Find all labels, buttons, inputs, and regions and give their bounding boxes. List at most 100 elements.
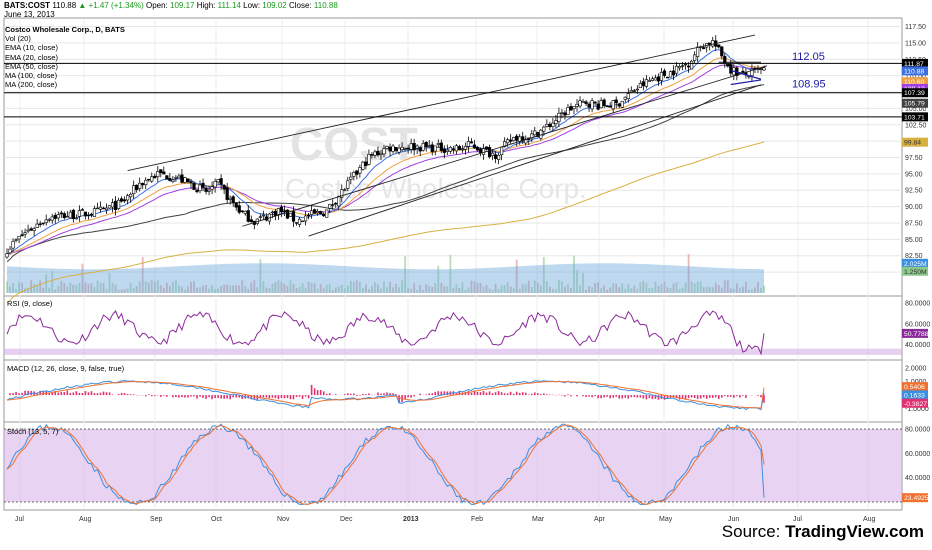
macd-hist-bar bbox=[132, 394, 135, 396]
macd-hist-bar bbox=[723, 395, 726, 397]
candle-body bbox=[439, 142, 443, 151]
stoch-axis-tick: 80.0000 bbox=[905, 427, 930, 434]
candle-body bbox=[472, 144, 477, 149]
volume-bar bbox=[33, 283, 36, 294]
volume-bar bbox=[558, 280, 560, 294]
macd-hist-bar bbox=[57, 392, 60, 396]
indicator-ema50[interactable]: EMA (50, close) bbox=[5, 61, 58, 71]
macd-hist-bar bbox=[117, 393, 120, 396]
close-value: 110.88 bbox=[313, 1, 338, 10]
candle-body bbox=[506, 139, 510, 144]
volume-bar bbox=[99, 282, 102, 294]
candle-body bbox=[249, 219, 253, 222]
x-axis-tick: Sep bbox=[150, 516, 163, 523]
source-credit[interactable]: Source: TradingView.com bbox=[722, 522, 924, 542]
macd-hist-bar bbox=[533, 392, 536, 396]
candle-body bbox=[424, 141, 428, 148]
candle-body bbox=[316, 211, 320, 214]
low-label: Low: bbox=[243, 1, 261, 10]
stoch-band bbox=[4, 429, 902, 502]
candle-body bbox=[273, 210, 278, 216]
rsi-title[interactable]: RSI (9, close) bbox=[7, 299, 53, 308]
candle-series bbox=[5, 35, 766, 259]
candle-body bbox=[219, 178, 223, 185]
volume-bar bbox=[147, 282, 150, 294]
macd-hist-bar bbox=[678, 395, 681, 400]
candle-body bbox=[584, 101, 588, 104]
macd-hist-bar bbox=[223, 395, 225, 399]
macd-hist-bar bbox=[763, 395, 765, 403]
macd-hist-bar bbox=[60, 392, 63, 396]
candle-body bbox=[693, 54, 697, 61]
volume-bar bbox=[461, 282, 464, 294]
tag-macd-signal: 0.5406 bbox=[904, 384, 925, 391]
macd-hist-bar bbox=[603, 395, 605, 398]
rsi-axis-tick: 40.0000 bbox=[905, 342, 930, 349]
volume-bar bbox=[78, 282, 81, 294]
candle-body bbox=[276, 208, 281, 215]
candle-body bbox=[762, 67, 766, 71]
macd-hist-bar bbox=[612, 395, 615, 398]
macd-hist-bar bbox=[102, 391, 105, 396]
channel-upper-line bbox=[127, 34, 756, 172]
volume-bar bbox=[141, 257, 144, 294]
volume-bar bbox=[271, 283, 274, 294]
candle-body bbox=[680, 65, 685, 67]
candle-body bbox=[279, 206, 284, 213]
stoch-title[interactable]: Stoch (13, 5, 7) bbox=[7, 427, 59, 436]
volume-bar bbox=[159, 285, 162, 294]
volume-bar bbox=[615, 283, 618, 294]
macd-hist-bar bbox=[175, 395, 177, 398]
price-axis-tick: 102.50 bbox=[905, 122, 927, 129]
macd-hist-bar bbox=[292, 395, 295, 400]
candle-body bbox=[626, 93, 630, 99]
macd-hist-bar bbox=[283, 395, 286, 399]
macd-hist-bar bbox=[343, 394, 346, 396]
price-axis-tick: 95.00 bbox=[905, 171, 923, 178]
macd-hist-bar bbox=[543, 393, 545, 396]
macd-hist-bar bbox=[42, 391, 44, 396]
candle-body bbox=[29, 228, 33, 231]
candle-body bbox=[101, 207, 106, 210]
price-axis-tick: 92.50 bbox=[905, 188, 923, 195]
volume-bar bbox=[702, 287, 705, 294]
macd-hist-bar bbox=[745, 395, 747, 398]
candle-body bbox=[400, 146, 404, 151]
candle-body bbox=[44, 219, 48, 223]
macd-hist-bar bbox=[208, 395, 210, 398]
volume-bar bbox=[660, 284, 663, 294]
candle-body bbox=[192, 182, 196, 190]
volume-bar bbox=[377, 284, 379, 294]
indicator-ma100[interactable]: MA (100, close) bbox=[5, 71, 58, 81]
candle-body bbox=[14, 239, 18, 241]
indicator-ema20[interactable]: EMA (20, close) bbox=[5, 52, 58, 62]
volume-bar bbox=[627, 284, 630, 294]
candle-body bbox=[116, 199, 121, 209]
volume-bar bbox=[630, 288, 633, 294]
volume-bar bbox=[603, 285, 606, 294]
macd-hist-bar bbox=[319, 389, 322, 396]
up-arrow-icon: ▲ bbox=[78, 1, 87, 10]
macd-hist-bar bbox=[630, 395, 633, 398]
wedge-lower-line bbox=[730, 79, 762, 86]
source-brand: TradingView.com bbox=[785, 522, 924, 541]
candle-body bbox=[26, 229, 30, 232]
volume-bar bbox=[606, 289, 609, 294]
indicator-ema10[interactable]: EMA (10, close) bbox=[5, 43, 58, 53]
volume-bar bbox=[422, 289, 425, 294]
tag-vol-ma: 1.250M bbox=[904, 269, 927, 276]
indicator-vol[interactable]: Vol (20) bbox=[5, 34, 31, 44]
high-label: High: bbox=[196, 1, 216, 10]
macd-hist-bar bbox=[190, 395, 192, 397]
indicator-ma200[interactable]: MA (200, close) bbox=[5, 80, 58, 90]
x-axis-tick: Dec bbox=[340, 516, 353, 523]
volume-bar bbox=[27, 287, 30, 294]
macd-title[interactable]: MACD (12, 26, close, 9, false, true) bbox=[7, 364, 125, 373]
tag-macd-hist: -0.3827 bbox=[904, 401, 927, 408]
volume-bar bbox=[346, 285, 349, 294]
candle-body bbox=[475, 147, 480, 151]
candle-body bbox=[153, 175, 157, 179]
candle-body bbox=[729, 64, 733, 74]
macd-hist-bar bbox=[126, 393, 129, 396]
macd-hist-bar bbox=[289, 395, 292, 400]
